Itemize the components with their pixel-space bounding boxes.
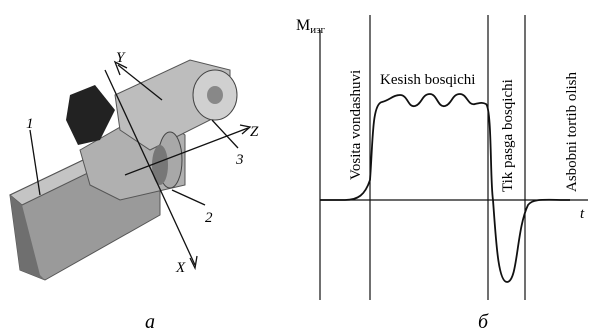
x-axis-label: t xyxy=(580,206,585,222)
axis-z-label: Z xyxy=(250,124,259,140)
callout: 3 xyxy=(235,152,244,168)
panel-label: a xyxy=(145,311,155,333)
callout: 2 xyxy=(205,210,213,226)
phase-label: Asbobni tortib olish xyxy=(564,71,580,192)
machine-drawing xyxy=(10,60,237,280)
phase-label: Tik pasga bosqichi xyxy=(500,79,516,192)
phase-label: Vosita vondashuvi xyxy=(348,70,364,180)
figure: Y Z X 1 2 3 a Mизг t Vosita vondashuvi K… xyxy=(0,0,593,334)
phase-label: Kesish bosqichi xyxy=(380,72,475,88)
callout: 1 xyxy=(26,116,34,132)
axis-y-label: Y xyxy=(116,50,126,66)
panel-label: б xyxy=(478,311,489,333)
axis-x-label: X xyxy=(175,260,186,276)
y-axis-label: Mизг xyxy=(296,17,325,36)
